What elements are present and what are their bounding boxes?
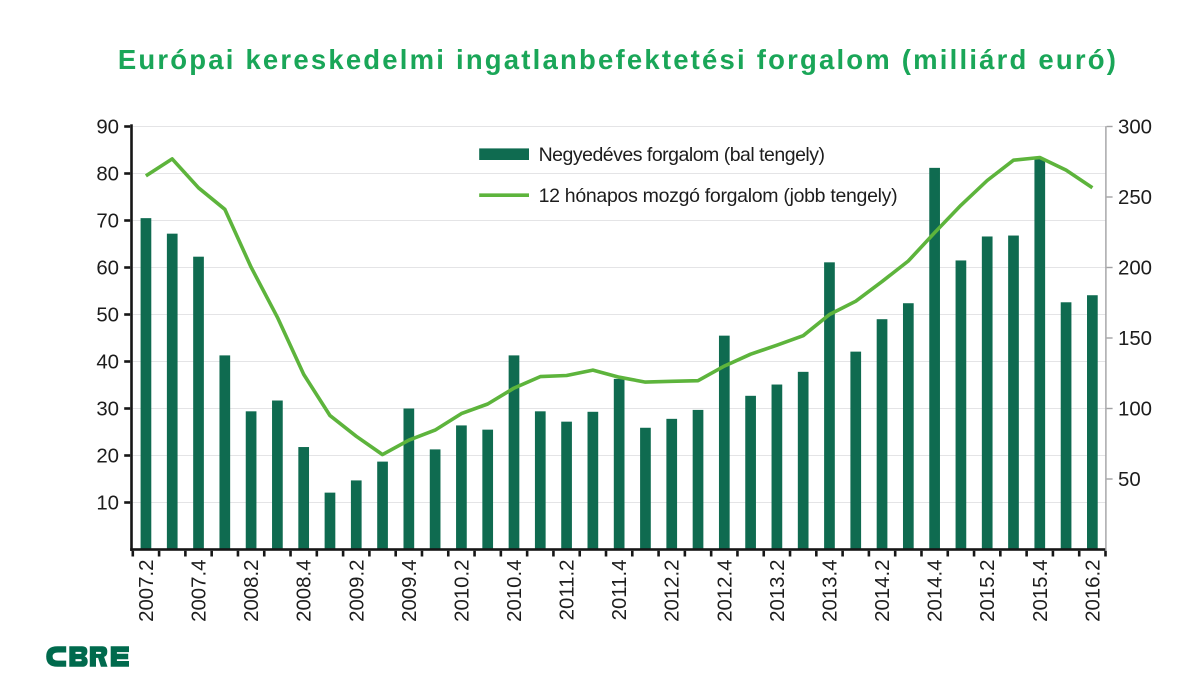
svg-text:2013.2: 2013.2: [767, 560, 789, 622]
svg-text:80: 80: [96, 164, 119, 186]
svg-text:2010.2: 2010.2: [451, 560, 473, 622]
svg-text:2009.2: 2009.2: [346, 560, 368, 622]
svg-text:30: 30: [96, 399, 119, 421]
svg-text:Negyedéves forgalom (bal tenge: Negyedéves forgalom (bal tengely): [539, 144, 825, 166]
svg-text:Európai kereskedelmi ingatlanb: Európai kereskedelmi ingatlanbefektetési…: [118, 44, 1118, 75]
svg-text:2008.2: 2008.2: [241, 560, 263, 622]
svg-text:2012.2: 2012.2: [662, 560, 684, 622]
svg-text:2012.4: 2012.4: [714, 560, 736, 622]
svg-text:2016.2: 2016.2: [1082, 560, 1104, 622]
svg-text:2013.4: 2013.4: [820, 560, 842, 622]
svg-text:10: 10: [96, 493, 119, 515]
svg-text:2014.2: 2014.2: [872, 560, 894, 622]
svg-text:2007.4: 2007.4: [189, 560, 211, 622]
svg-text:2014.4: 2014.4: [925, 560, 947, 622]
svg-text:2010.4: 2010.4: [504, 560, 526, 622]
svg-text:2011.2: 2011.2: [557, 560, 579, 621]
svg-text:40: 40: [96, 352, 119, 374]
svg-text:50: 50: [96, 305, 119, 327]
svg-text:150: 150: [1118, 328, 1152, 350]
svg-text:50: 50: [1118, 469, 1141, 491]
svg-text:60: 60: [96, 258, 119, 280]
svg-text:100: 100: [1118, 399, 1152, 421]
svg-text:200: 200: [1118, 258, 1152, 280]
svg-text:90: 90: [96, 117, 119, 139]
svg-text:2015.4: 2015.4: [1030, 560, 1052, 622]
svg-text:12 hónapos mozgó forgalom (job: 12 hónapos mozgó forgalom (jobb tengely): [539, 185, 898, 207]
svg-text:2007.2: 2007.2: [136, 560, 158, 622]
svg-text:300: 300: [1118, 117, 1152, 139]
svg-text:250: 250: [1118, 187, 1152, 209]
svg-text:2009.4: 2009.4: [399, 560, 421, 622]
svg-text:2008.4: 2008.4: [294, 560, 316, 622]
svg-text:70: 70: [96, 211, 119, 233]
svg-text:20: 20: [96, 446, 119, 468]
svg-text:2015.2: 2015.2: [977, 559, 999, 621]
svg-text:2011.4: 2011.4: [609, 560, 631, 621]
